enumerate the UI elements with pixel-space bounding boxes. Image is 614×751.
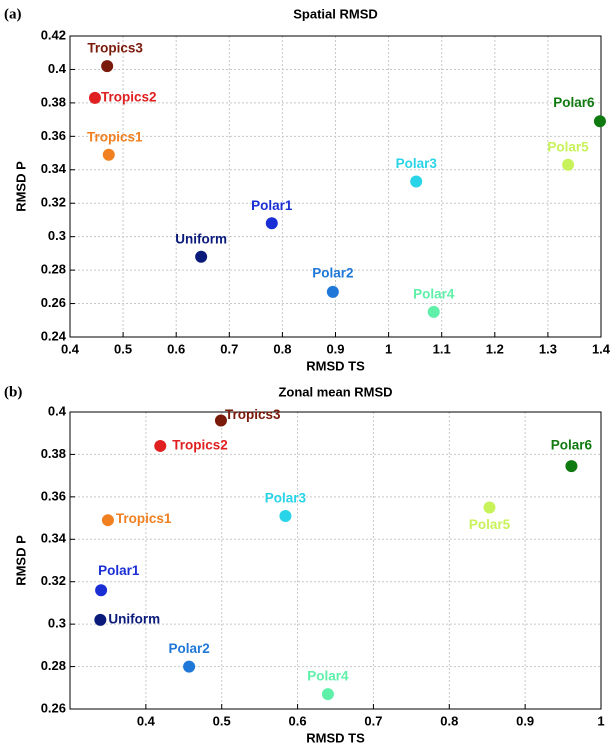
point — [265, 217, 278, 230]
x-tick-label: 0.6 — [289, 713, 307, 728]
point-label: Tropics3 — [225, 407, 281, 422]
y-tick-label: 0.26 — [41, 700, 66, 715]
y-tick-label: 0.36 — [41, 128, 66, 143]
x-tick-label: 1.4 — [592, 341, 611, 356]
point — [102, 148, 115, 161]
x-tick-label: 0.8 — [273, 341, 291, 356]
x-tick-label: 1 — [597, 713, 604, 728]
point — [183, 660, 196, 673]
x-tick-label: 0.8 — [440, 713, 458, 728]
point-label: Polar3 — [396, 156, 438, 171]
x-tick-label: 1.1 — [433, 341, 451, 356]
point — [214, 414, 227, 427]
point-label: Polar5 — [547, 139, 589, 154]
x-tick-label: 1.2 — [486, 341, 504, 356]
point — [326, 285, 339, 298]
point-label: Polar4 — [413, 286, 455, 301]
point-label: Tropics2 — [172, 438, 228, 453]
y-tick-label: 0.26 — [41, 295, 66, 310]
point-label: Tropics3 — [87, 41, 143, 56]
chart-title: Spatial RMSD — [293, 6, 378, 21]
x-tick-label: 0.5 — [213, 713, 231, 728]
panel-label: (b) — [4, 384, 22, 400]
plot-frame — [69, 35, 602, 338]
point-label: Polar6 — [553, 95, 595, 110]
y-tick-label: 0.34 — [41, 531, 67, 546]
y-tick-label: 0.32 — [41, 195, 66, 210]
point — [95, 584, 108, 597]
point — [565, 460, 578, 473]
y-tick-label: 0.3 — [48, 616, 66, 631]
point-label: Polar5 — [469, 517, 511, 532]
point-label: Polar1 — [251, 198, 293, 213]
y-tick-label: 0.38 — [41, 446, 66, 461]
point — [410, 175, 423, 188]
y-tick-label: 0.28 — [41, 262, 66, 277]
point — [88, 91, 101, 104]
point-label: Polar3 — [265, 491, 307, 506]
point — [101, 514, 114, 527]
point — [101, 60, 114, 73]
point-label: Tropics2 — [101, 89, 157, 104]
y-tick-label: 0.32 — [41, 573, 66, 588]
x-tick-label: 0.7 — [220, 341, 238, 356]
y-tick-label: 0.3 — [48, 228, 66, 243]
x-tick-label: 0.4 — [137, 713, 156, 728]
y-tick-label: 0.4 — [48, 61, 67, 76]
point-label: Tropics1 — [87, 129, 143, 144]
y-tick-label: 0.38 — [41, 94, 66, 109]
point-label: Polar4 — [307, 669, 349, 684]
chart-title: Zonal mean RMSD — [278, 384, 392, 399]
point-label: Polar6 — [551, 438, 593, 453]
point-label: Polar2 — [312, 265, 353, 280]
point-label: Polar2 — [168, 641, 209, 656]
x-tick-label: 0.9 — [516, 713, 534, 728]
y-axis-label: RMSD P — [13, 161, 28, 212]
y-tick-label: 0.24 — [41, 328, 67, 343]
x-tick-label: 1.3 — [539, 341, 557, 356]
x-tick-label: 0.6 — [167, 341, 185, 356]
point — [94, 613, 107, 626]
point — [279, 509, 292, 522]
point-label: Tropics1 — [116, 511, 172, 526]
y-tick-label: 0.42 — [41, 27, 66, 42]
point — [483, 501, 496, 514]
x-tick-label: 1 — [385, 341, 392, 356]
x-axis-label: RMSD TS — [306, 358, 365, 373]
x-tick-label: 0.5 — [114, 341, 132, 356]
point — [562, 158, 575, 171]
point-label: Uniform — [175, 231, 227, 246]
point — [154, 439, 167, 452]
point-label: Polar1 — [98, 563, 140, 578]
y-tick-label: 0.34 — [41, 161, 67, 176]
point — [427, 305, 440, 318]
y-axis-label: RMSD P — [13, 535, 28, 586]
y-tick-label: 0.36 — [41, 488, 66, 503]
y-tick-label: 0.4 — [48, 403, 67, 418]
point — [321, 688, 334, 701]
point-label: Uniform — [108, 611, 160, 626]
point — [593, 115, 606, 128]
plot-frame — [69, 411, 602, 710]
x-tick-label: 0.9 — [326, 341, 344, 356]
y-tick-label: 0.28 — [41, 658, 66, 673]
x-tick-label: 0.7 — [364, 713, 382, 728]
x-tick-label: 0.4 — [61, 341, 80, 356]
panel-label: (a) — [4, 6, 22, 22]
x-axis-label: RMSD TS — [306, 730, 365, 745]
point — [195, 250, 208, 263]
